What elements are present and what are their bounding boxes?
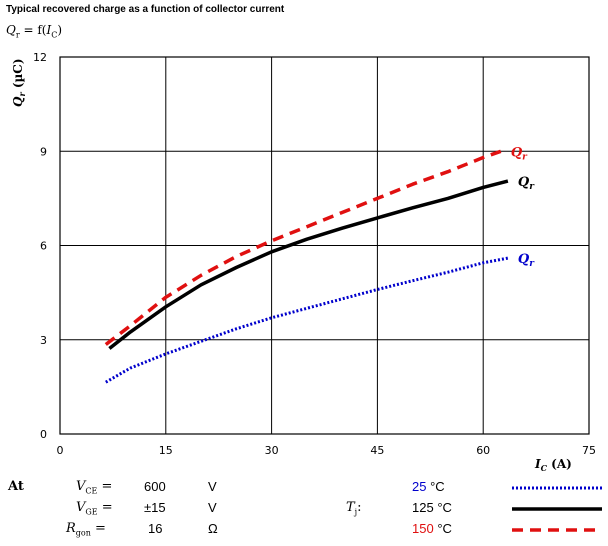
chart-formula: Qr = f(IC) [6, 23, 63, 40]
chart-title: Typical recovered charge as a function o… [6, 4, 285, 15]
conditions-at-label: At [8, 479, 24, 494]
y-tick-label: 0 [40, 428, 47, 441]
plot-frame [59, 56, 590, 435]
y-tick-label: 3 [40, 334, 47, 347]
chart-series [104, 149, 509, 384]
series-labels: Qr Qr Qr [511, 145, 535, 269]
y-axis-label: Qr (µC) [11, 58, 27, 107]
series-line-125 [108, 179, 509, 350]
x-axis-label: IC (A) [534, 457, 572, 473]
junction-temp-symbol: Tj: [346, 500, 362, 517]
condition-vge-unit: V [208, 500, 217, 515]
series-label-150: Qr [511, 145, 528, 162]
x-tick-label: 75 [582, 444, 596, 457]
condition-rgon-symbol: Rgon = [66, 521, 106, 538]
condition-vce-symbol: VCE = [76, 479, 113, 496]
condition-vce-value: 600 [144, 479, 166, 494]
series-label-125: Qr [518, 175, 535, 192]
condition-rgon-unit: Ω [208, 521, 218, 536]
series-line-150 [104, 149, 502, 346]
series-line-25 [105, 256, 509, 384]
legend-temp-125: 125 °C [412, 500, 452, 515]
x-tick-label: 0 [57, 444, 64, 457]
x-tick-label: 45 [370, 444, 384, 457]
y-tick-label: 9 [40, 145, 47, 158]
y-tick-labels: 0 3 6 9 12 [33, 51, 47, 441]
condition-vce-unit: V [208, 479, 217, 494]
y-tick-label: 12 [33, 51, 47, 64]
x-tick-label: 15 [159, 444, 173, 457]
x-tick-labels: 0 15 30 45 60 75 [57, 444, 597, 457]
y-tick-label: 6 [40, 240, 47, 253]
x-tick-label: 30 [265, 444, 279, 457]
x-tick-label: 60 [476, 444, 490, 457]
chart-grid [59, 56, 590, 435]
series-label-25: Qr [518, 252, 535, 269]
condition-vge-value: ±15 [144, 500, 166, 515]
legend-temp-150: 150 °C [412, 521, 452, 536]
legend-temp-25: 25 °C [412, 479, 445, 494]
condition-vge-symbol: VGE = [76, 500, 113, 517]
condition-rgon-value: 16 [148, 521, 163, 536]
